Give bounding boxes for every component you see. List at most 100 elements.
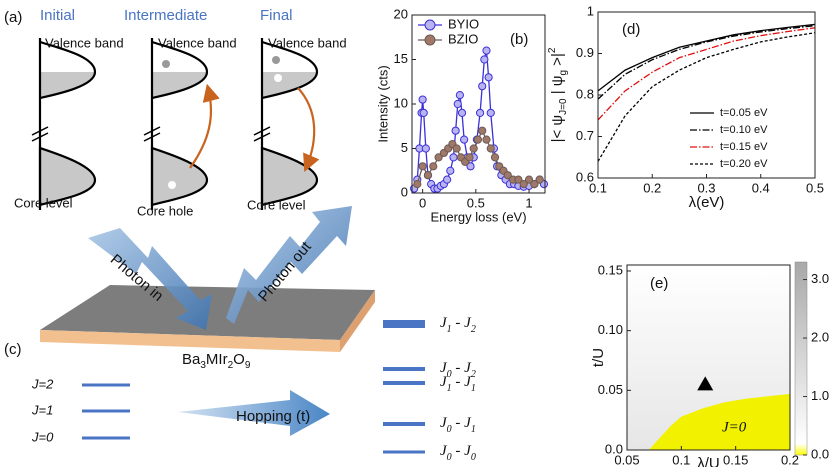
- level-label: J1 - J1: [440, 374, 476, 393]
- data-point: [530, 180, 539, 189]
- x-tick-label: 0.1: [672, 452, 690, 467]
- levels: [82, 320, 425, 454]
- level-label: J=0: [31, 429, 54, 444]
- colorbar: [794, 261, 808, 456]
- data-point: [449, 153, 458, 162]
- data-point: [484, 73, 493, 82]
- level-label-part: J: [440, 443, 448, 459]
- x-axis-label: λ/U: [697, 455, 720, 467]
- level-label-part: 0: [471, 452, 476, 463]
- x-tick-label: 1: [525, 195, 532, 210]
- data-point: [466, 162, 475, 171]
- level-label-part: J: [440, 360, 448, 376]
- data-point: [482, 135, 491, 144]
- colorbar-tick-label: 0.0: [811, 446, 829, 461]
- legend-label: t=0.05 eV: [720, 107, 768, 119]
- marker: [697, 376, 714, 391]
- y-axis-label-part: | ψ: [549, 76, 566, 99]
- data-point: [443, 175, 452, 184]
- formula: Ba3MIr2O9: [182, 351, 251, 371]
- level-label-part: 1: [447, 383, 452, 394]
- y-tick-label: 0.6: [576, 169, 594, 184]
- level-label-part: 0: [447, 424, 452, 435]
- colorbar-tick-label: 2.0: [811, 329, 829, 344]
- data-point: [451, 126, 460, 135]
- legend-label: BYIO: [448, 16, 479, 31]
- x-tick-label: 0.2: [643, 180, 661, 195]
- legend-label: t=0.15 eV: [720, 141, 768, 153]
- data-point: [478, 126, 487, 135]
- level-label: J=2: [31, 376, 54, 391]
- level-label: J0 - J2: [440, 360, 476, 379]
- region: [648, 393, 790, 450]
- data-point: [460, 135, 469, 144]
- data-point: [475, 108, 485, 118]
- y-tick-label: 15: [394, 51, 408, 66]
- x-tick-label: 0.1: [589, 180, 607, 195]
- band-label: Valence band: [158, 35, 237, 50]
- x-tick-label: 0: [419, 195, 426, 210]
- stage-title: Intermediate: [124, 7, 207, 24]
- data-point: [419, 108, 428, 118]
- series-line: [597, 27, 816, 121]
- data-point: [455, 91, 464, 100]
- band-label: Core level: [247, 197, 306, 212]
- panel-label: (e): [650, 275, 668, 292]
- hopping-arrow: [178, 390, 330, 436]
- y-tick-label: 0: [401, 184, 408, 199]
- x-tick-label: 0.5: [467, 195, 485, 210]
- y-axis-label: Intensity (cts): [375, 65, 390, 142]
- y-tick-label: 0.15: [598, 262, 623, 277]
- data-point: [469, 144, 478, 153]
- x-tick-label: 0.4: [752, 180, 770, 195]
- formula-part: 2: [228, 360, 234, 371]
- formula-part: Ba: [182, 351, 201, 368]
- data-point: [418, 95, 427, 104]
- band-label: Core hole: [137, 203, 193, 218]
- x-tick-label: 0.3: [697, 180, 715, 195]
- y-axis-label: t/U: [590, 348, 607, 367]
- y-tick-label: 20: [394, 6, 408, 21]
- y-tick-label: 5: [401, 140, 408, 155]
- data-point: [524, 175, 534, 184]
- x-axis-label: λ(eV): [689, 194, 725, 211]
- x-tick-label: 0.2: [781, 452, 799, 467]
- y-tick-label: 0.0: [605, 441, 623, 456]
- y-tick-label: 0.05: [598, 382, 623, 397]
- level-label-part: 2: [471, 324, 476, 335]
- data-point: [473, 135, 483, 144]
- level-label-part: J: [440, 374, 448, 390]
- data-point: [446, 166, 455, 175]
- band-column: [31, 38, 97, 210]
- x-tick-label: 0.05: [614, 452, 639, 467]
- data-point: [519, 180, 528, 189]
- hopping-label: Hopping (t): [236, 408, 310, 425]
- y-tick-label: 0.10: [598, 322, 623, 337]
- data-point: [480, 55, 489, 64]
- data-point: [421, 144, 430, 153]
- level-label: J0 - J0: [440, 443, 476, 462]
- band-column: [143, 38, 209, 210]
- level-label-part: J: [440, 315, 448, 331]
- level-label-part: 0: [447, 369, 452, 380]
- band-label: Valence band: [268, 35, 347, 50]
- data-point: [486, 144, 495, 153]
- formula-part: O: [233, 351, 245, 368]
- level-label-part: - J: [452, 374, 472, 390]
- stage-title: Final: [260, 7, 293, 24]
- legend-label: t=0.20 eV: [720, 158, 768, 170]
- legend-marker: [424, 34, 436, 46]
- data-point: [423, 171, 433, 180]
- level-label-part: - J: [452, 315, 472, 331]
- data-point: [418, 162, 427, 171]
- level-label: J=1: [31, 402, 53, 417]
- x-axis-label: Energy loss (eV): [430, 209, 526, 224]
- legend-label: t=0.10 eV: [720, 124, 768, 136]
- y-tick-label: 0.9: [576, 45, 594, 60]
- colorbar-tick-label: 1.0: [811, 388, 829, 403]
- data-point: [486, 108, 495, 118]
- stage-title: Initial: [40, 7, 75, 24]
- colorbar-tick-label: 3.0: [811, 271, 829, 286]
